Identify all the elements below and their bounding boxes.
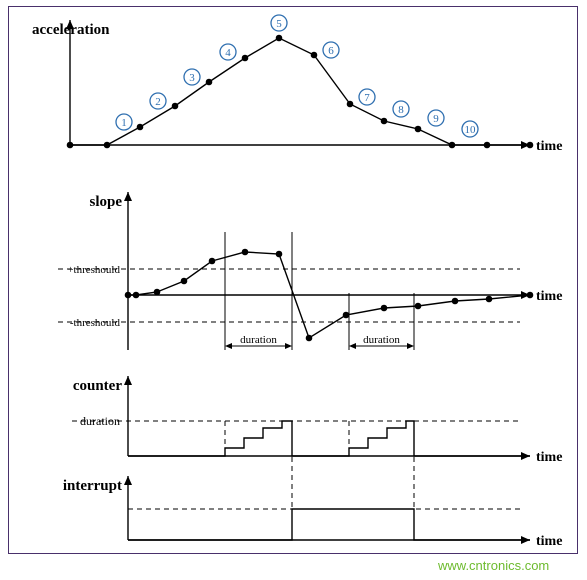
svg-text:duration: duration bbox=[363, 334, 400, 346]
svg-text:+threshould: +threshould bbox=[67, 264, 120, 276]
svg-text:acceleration: acceleration bbox=[32, 22, 110, 38]
svg-text:interrupt: interrupt bbox=[63, 478, 122, 494]
diagram-svg: acceleration time 1 2 3 4 5 6 7 8 9 10 slope time +thr… bbox=[8, 6, 576, 552]
svg-text:10: 10 bbox=[465, 124, 477, 136]
svg-text:7: 7 bbox=[364, 92, 370, 104]
svg-text:1: 1 bbox=[121, 117, 127, 129]
svg-text:time: time bbox=[536, 534, 562, 549]
svg-text:2: 2 bbox=[155, 96, 161, 108]
svg-text:5: 5 bbox=[276, 18, 282, 30]
svg-text:3: 3 bbox=[189, 72, 195, 84]
svg-text:counter: counter bbox=[73, 378, 122, 394]
svg-text:-threshould: -threshould bbox=[70, 317, 121, 329]
svg-text:time: time bbox=[536, 289, 562, 304]
svg-text:4: 4 bbox=[225, 47, 231, 59]
svg-text:slope: slope bbox=[89, 194, 122, 210]
svg-text:time: time bbox=[536, 450, 562, 465]
svg-text:time: time bbox=[536, 139, 562, 154]
svg-text:duration: duration bbox=[240, 334, 277, 346]
svg-text:9: 9 bbox=[433, 113, 439, 125]
watermark: www.cntronics.com bbox=[438, 558, 549, 573]
svg-text:duration: duration bbox=[80, 414, 120, 428]
svg-text:8: 8 bbox=[398, 104, 404, 116]
svg-text:6: 6 bbox=[328, 45, 334, 57]
